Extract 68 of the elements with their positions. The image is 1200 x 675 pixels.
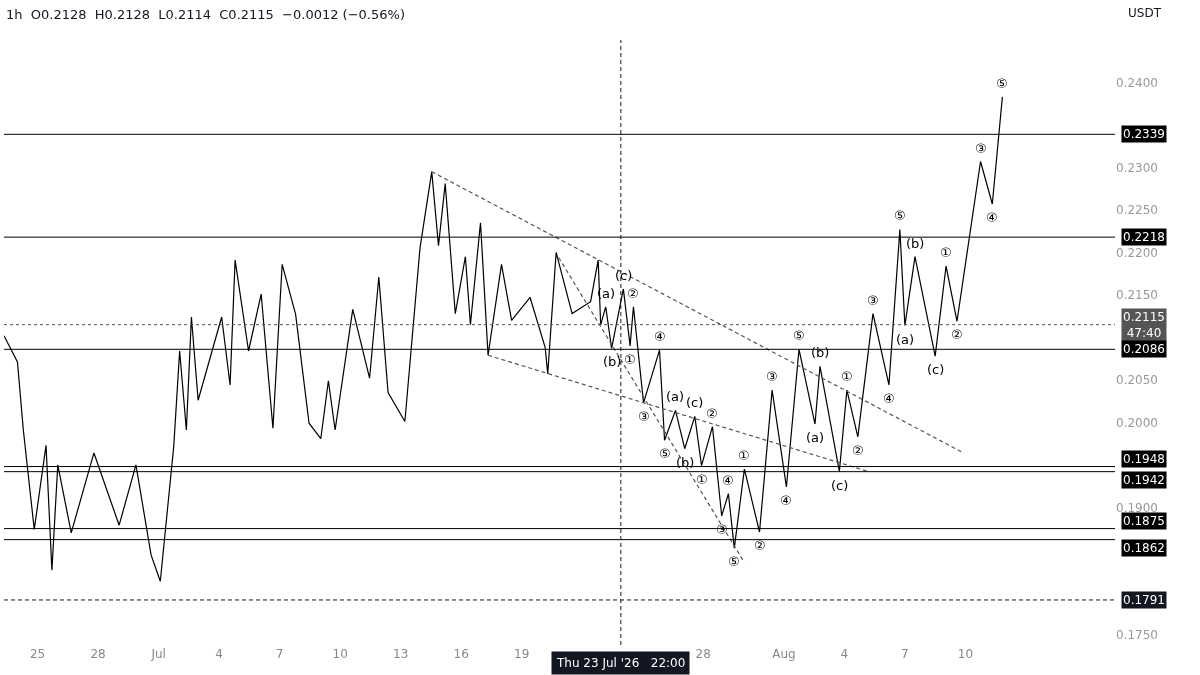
- ref-line-label: 0.1948: [1123, 452, 1165, 466]
- annotation: (c): [686, 395, 704, 410]
- ref-line-label: 0.2339: [1123, 127, 1165, 141]
- ref-line-label: 0.2086: [1123, 342, 1165, 356]
- y-tick-label: 0.2400: [1116, 75, 1158, 90]
- annotation: (c): [831, 478, 849, 493]
- x-tick-label: 16: [453, 647, 469, 661]
- annotation: ②: [706, 406, 718, 421]
- annotation: ②: [627, 286, 639, 301]
- x-tick-label: 28: [695, 647, 711, 661]
- annotation: ⑤: [793, 328, 805, 343]
- annotation: ③: [975, 141, 987, 156]
- x-tick-label: 13: [393, 647, 409, 661]
- annotation: ④: [654, 329, 666, 344]
- annotation: ②: [852, 443, 864, 458]
- ref-line-label: 0.1942: [1123, 473, 1165, 487]
- x-tick-label: Aug: [772, 647, 796, 661]
- annotation: (c): [927, 362, 945, 377]
- annotation: ②: [951, 327, 963, 342]
- annotation: ①: [738, 448, 750, 463]
- x-tick-label: Jul: [150, 647, 166, 661]
- x-tick-label: 7: [901, 647, 909, 661]
- annotation: ①: [841, 369, 853, 384]
- x-tick-label: 28: [90, 647, 106, 661]
- annotation: ③: [638, 409, 650, 424]
- y-tick-label: 0.2050: [1116, 373, 1158, 388]
- annotation: ⑤: [659, 446, 671, 461]
- y-tick-label: 0.1750: [1116, 628, 1158, 642]
- x-tick-label: 4: [215, 647, 223, 661]
- annotation: (b): [603, 354, 622, 369]
- chart-title: 1h O0.2128 H0.2128 L0.2114 C0.2115 −0.0012 (−0.56%): [6, 7, 405, 23]
- annotation: (a): [666, 389, 685, 404]
- annotation: (b): [906, 236, 925, 251]
- annotation: ⑤: [894, 208, 906, 223]
- ref-line-label: 0.1791: [1123, 593, 1165, 607]
- annotation: ⑤: [728, 554, 740, 569]
- ref-line-label: 0.2218: [1123, 230, 1165, 244]
- x-tick-label: 7: [275, 647, 284, 661]
- annotation: ④: [883, 391, 895, 406]
- annotation: ⑤: [996, 76, 1008, 91]
- y-tick-label: 0.2000: [1116, 415, 1158, 430]
- text: USDT: [1128, 6, 1162, 20]
- x-tick-label: 4: [840, 647, 849, 661]
- annotation: (a): [806, 430, 825, 445]
- ref-line-label: 0.1875: [1123, 514, 1165, 528]
- annotation: ②: [754, 538, 766, 553]
- ref-line-label: Thu 23 Jul '26 22:00: [556, 656, 686, 670]
- x-tick-label: 19: [514, 647, 530, 661]
- y-tick-label: 0.1900: [1116, 500, 1158, 515]
- ref-line-label: 0.2115 47:40: [1123, 310, 1165, 340]
- annotation: (c): [615, 268, 633, 283]
- annotation: ③: [766, 369, 778, 384]
- ref-line-label: 0.1862: [1123, 541, 1165, 555]
- y-tick-label: 0.2150: [1116, 288, 1158, 303]
- annotation: ③: [867, 293, 879, 308]
- annotation: (a): [896, 332, 915, 347]
- x-tick-label: 10: [957, 647, 974, 661]
- x-tick-label: 25: [29, 647, 46, 661]
- annotation: ④: [780, 493, 792, 508]
- annotation: ④: [722, 473, 734, 488]
- y-tick-label: 0.2300: [1116, 160, 1158, 175]
- annotation: ①: [940, 245, 952, 260]
- y-tick-label: 0.2200: [1116, 245, 1158, 260]
- y-tick-label: 0.2250: [1116, 203, 1158, 218]
- annotation: ①: [696, 472, 708, 487]
- annotation: ④: [986, 210, 998, 225]
- x-tick-label: 10: [332, 647, 348, 661]
- annotation: ①: [624, 352, 636, 367]
